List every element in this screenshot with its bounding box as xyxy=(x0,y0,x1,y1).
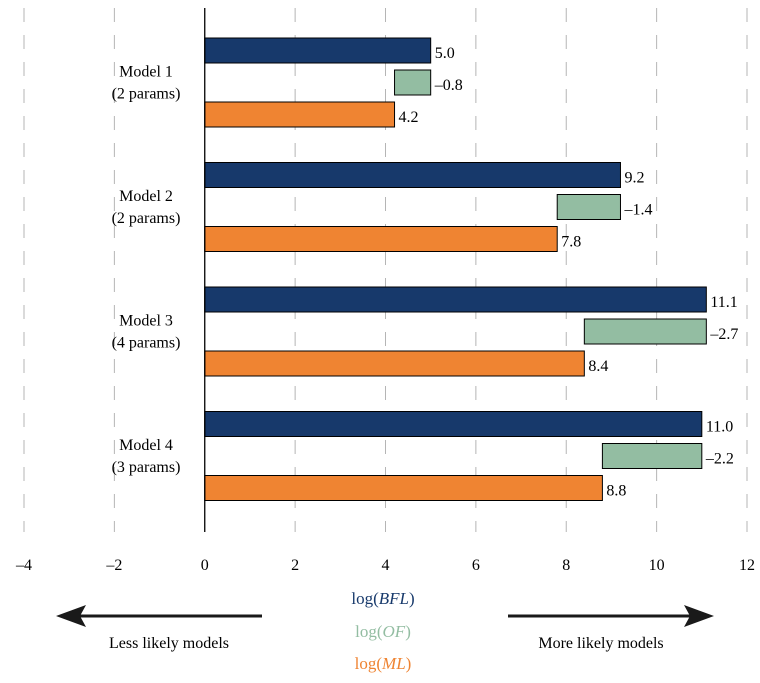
legend: log(BFL) log(OF) log(ML) xyxy=(351,589,414,673)
right-arrow-head xyxy=(684,605,714,627)
value-label-of-model-2: –1.4 xyxy=(623,202,652,219)
x-tick-label-3: 2 xyxy=(291,557,299,574)
model-label-2: Model 2 xyxy=(119,188,173,205)
likelihood-arrows: Less likely models More likely models xyxy=(56,605,714,652)
x-tick-label-6: 8 xyxy=(562,557,570,574)
legend-entry-of: log(OF) xyxy=(355,622,411,641)
bar-of-model-4 xyxy=(601,443,703,469)
model-params-label-1: (2 params) xyxy=(112,86,181,103)
model-labels-group: Model 1 (2 params) Model 2 (2 params) Model … xyxy=(112,64,181,477)
bar-bfl-model-3 xyxy=(204,286,707,313)
value-label-ml-model-3: 8.4 xyxy=(588,358,608,375)
x-tick-label-4: 4 xyxy=(382,557,390,574)
more-likely-label: More likely models xyxy=(538,635,663,652)
legend-entry-ml: log(ML) xyxy=(355,654,412,673)
value-label-ml-model-2: 7.8 xyxy=(561,234,581,251)
value-label-of-model-3: –2.7 xyxy=(709,326,738,343)
value-label-ml-model-4: 8.8 xyxy=(606,483,626,500)
bar-bfl-model-4 xyxy=(204,411,703,437)
legend-entry-bfl: log(BFL) xyxy=(351,589,414,608)
value-labels-group: 5.0 –0.8 4.2 9.2 –1.4 7.8 11.1 –2.7 8.4 11.0 –2.2 8… xyxy=(399,45,739,500)
bar-ml-model-1 xyxy=(204,101,396,128)
model-params-label-2: (2 params) xyxy=(112,210,181,227)
bar-of-model-1 xyxy=(394,69,432,96)
value-label-bfl-model-2: 9.2 xyxy=(624,170,644,187)
bar-ml-model-2 xyxy=(204,226,558,252)
x-tick-label-8: 12 xyxy=(739,557,755,574)
bar-of-model-2 xyxy=(556,194,621,220)
less-likely-label: Less likely models xyxy=(109,635,229,652)
x-tick-label-1: –2 xyxy=(105,557,122,574)
model-label-4: Model 4 xyxy=(119,437,173,454)
value-label-of-model-1: –0.8 xyxy=(434,77,463,94)
x-tick-label-0: –4 xyxy=(15,557,32,574)
x-tick-labels: –4 –2 0 2 4 6 8 10 12 xyxy=(15,557,755,574)
value-label-ml-model-1: 4.2 xyxy=(399,109,419,126)
bar-ml-model-3 xyxy=(204,350,585,377)
bar-bfl-model-2 xyxy=(204,162,621,188)
model-params-label-4: (3 params) xyxy=(112,459,181,476)
model-label-1: Model 1 xyxy=(119,64,173,81)
value-label-bfl-model-4: 11.0 xyxy=(706,419,733,436)
x-tick-label-7: 10 xyxy=(649,557,665,574)
value-label-bfl-model-1: 5.0 xyxy=(435,45,455,62)
value-label-of-model-4: –2.2 xyxy=(705,451,734,468)
x-tick-label-2: 0 xyxy=(201,557,209,574)
bar-ml-model-4 xyxy=(204,475,603,501)
bar-bfl-model-1 xyxy=(204,37,432,64)
value-label-bfl-model-3: 11.1 xyxy=(710,294,737,311)
left-arrow-head xyxy=(56,605,86,627)
model-params-label-3: (4 params) xyxy=(112,335,181,352)
bars-group xyxy=(204,37,707,501)
model-label-3: Model 3 xyxy=(119,313,173,330)
x-tick-label-5: 6 xyxy=(472,557,480,574)
bar-of-model-3 xyxy=(583,318,707,345)
